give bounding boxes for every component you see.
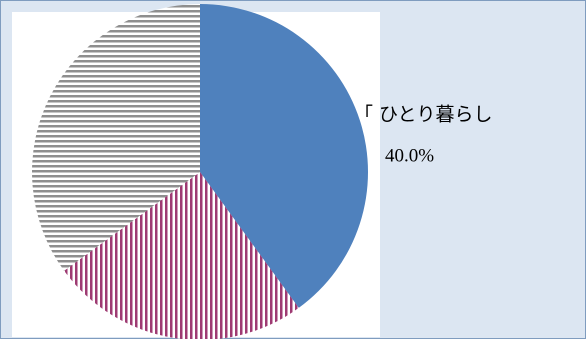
value-label: 40.0% bbox=[385, 145, 434, 166]
pie-slice bbox=[200, 4, 369, 308]
pie-slice bbox=[64, 172, 299, 339]
pie-slice bbox=[32, 4, 200, 271]
slice-label: 「 ひとり暮らし bbox=[354, 104, 492, 126]
